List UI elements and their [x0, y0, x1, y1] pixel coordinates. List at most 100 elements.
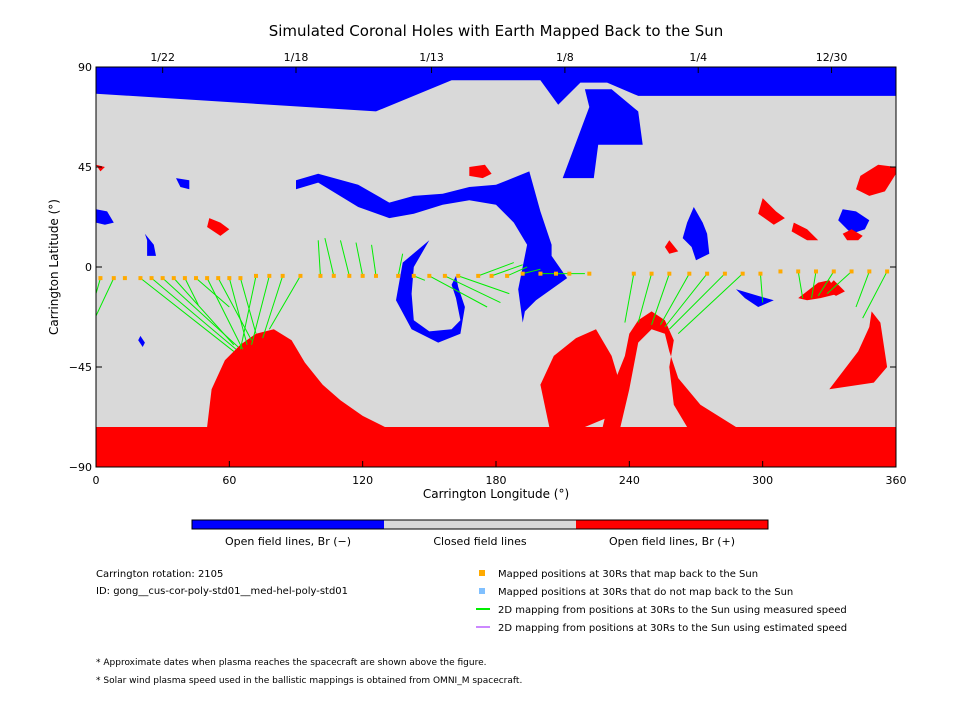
x-axis-label: Carrington Longitude (°)	[423, 487, 569, 501]
mapped-point	[149, 276, 154, 281]
legend: Mapped positions at 30Rs that map back t…	[476, 569, 847, 634]
open-positive-region	[798, 280, 839, 301]
mapped-point	[554, 271, 558, 276]
mapped-point	[160, 276, 165, 281]
mapped-point	[722, 271, 727, 276]
mapped-point	[587, 271, 592, 276]
mapped-point	[331, 273, 336, 278]
mapping-line	[317, 240, 321, 276]
mapping-line	[522, 268, 541, 275]
x-tick-label: 240	[619, 474, 640, 487]
colorbar-open-positive	[576, 520, 768, 529]
y-tick-label: 45	[78, 161, 92, 174]
mapping-line	[239, 275, 257, 350]
mapped-point	[111, 276, 116, 281]
legend-label: 2D mapping from positions at 30Rs to the…	[498, 605, 847, 616]
mapped-point	[705, 271, 710, 276]
mapped-point	[98, 276, 103, 281]
mapping-line	[797, 271, 804, 299]
x-tick-label: 0	[93, 474, 100, 487]
mapping-line	[660, 273, 690, 326]
open-negative-region	[682, 207, 710, 261]
footnote-dates: * Approximate dates when plasma reaches …	[96, 658, 487, 668]
colorbar: Open field lines, Br (−) Closed field li…	[191, 519, 769, 548]
mapping-line	[355, 242, 364, 276]
colorbar-closed	[384, 520, 576, 529]
mapping-line	[397, 253, 404, 276]
open-positive-regions	[96, 164, 896, 467]
mapped-point	[567, 271, 572, 276]
axis-ticks: 0 60 120 180 240 300 360 −90 −45 0 45 90 1/22 1/18 1/1…	[69, 51, 907, 487]
mapped-point	[489, 273, 494, 278]
mapped-point	[778, 269, 783, 274]
x-tick-label: 120	[352, 474, 373, 487]
chart-title: Simulated Coronal Holes with Earth Mappe…	[269, 22, 724, 40]
mapped-point	[505, 273, 510, 278]
mapped-point	[122, 276, 127, 281]
mapped-point	[205, 276, 210, 281]
open-positive-region	[791, 222, 819, 241]
open-positive-region	[540, 329, 625, 427]
open-positive-region	[207, 329, 385, 427]
mapped-point	[538, 271, 543, 276]
mapping-line	[664, 273, 708, 328]
y-axis-label: Carrington Latitude (°)	[47, 199, 61, 335]
mapping-line	[668, 273, 726, 330]
carrington-rotation-text: Carrington rotation: 2105	[96, 569, 223, 580]
mapped-point	[631, 271, 636, 276]
open-positive-region	[664, 240, 679, 254]
mapping-line	[429, 275, 488, 308]
date-tick-label: 1/18	[284, 51, 309, 64]
mapping-line	[151, 277, 237, 350]
mapping-line	[339, 240, 350, 277]
open-positive-region	[824, 280, 845, 296]
y-tick-label: 0	[85, 261, 92, 274]
y-tick-label: −90	[69, 461, 92, 474]
date-tick-label: 12/30	[816, 51, 848, 64]
mapping-line	[371, 244, 377, 276]
mapping-line	[206, 277, 244, 350]
date-tick-label: 1/8	[556, 51, 574, 64]
colorbar-label-positive: Open field lines, Br (+)	[609, 535, 735, 548]
mapping-line	[140, 277, 235, 352]
mapped-point	[298, 273, 303, 278]
y-tick-label: 90	[78, 61, 92, 74]
mapped-point	[758, 271, 763, 276]
legend-swatch	[479, 588, 485, 594]
mapped-point	[171, 276, 176, 281]
open-negative-region	[96, 209, 114, 225]
open-negative-region	[144, 233, 156, 256]
mapping-line	[624, 273, 635, 323]
open-negative-region	[396, 240, 465, 343]
open-negative-region	[562, 89, 643, 179]
mapped-point	[182, 276, 187, 281]
mapping-line	[637, 273, 653, 323]
mapped-point	[687, 271, 692, 276]
mapped-point	[427, 273, 432, 278]
mapped-point	[814, 269, 818, 274]
legend-label: Mapped positions at 30Rs that do not map…	[498, 587, 793, 598]
open-positive-region	[856, 164, 896, 196]
open-positive-region	[469, 164, 492, 179]
date-tick-label: 1/4	[689, 51, 707, 64]
mapping-line	[491, 264, 523, 277]
open-negative-region	[176, 178, 190, 190]
mapped-point	[347, 273, 352, 278]
mapped-point	[667, 271, 672, 276]
mapping-line	[195, 277, 230, 308]
mapped-point	[360, 273, 365, 278]
mapped-point	[411, 273, 416, 278]
mapped-point	[138, 276, 143, 281]
mapping-line	[458, 275, 510, 295]
mapped-point	[442, 273, 447, 278]
mapping-line	[239, 277, 257, 334]
open-positive-region	[96, 164, 105, 172]
mapping-line	[217, 277, 252, 341]
open-positive-region	[842, 229, 863, 241]
mapping-line	[96, 277, 115, 317]
mapping-line	[826, 271, 852, 295]
mapped-point	[740, 271, 745, 276]
mapped-point	[318, 273, 323, 278]
plot-area	[96, 67, 896, 467]
